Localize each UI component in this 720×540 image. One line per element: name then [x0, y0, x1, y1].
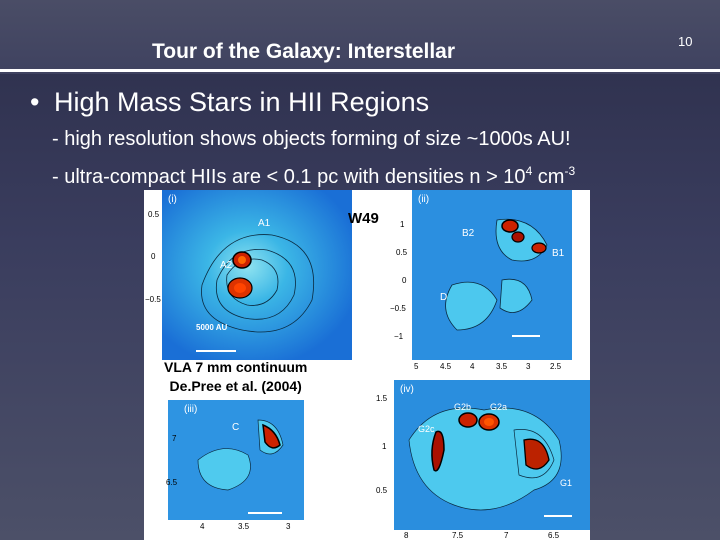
title-bar: [0, 0, 720, 74]
panel-iii-ytick: 6.5: [166, 478, 178, 487]
panel-ii-ytick: 0: [402, 276, 407, 285]
panel-i: (i) A1 A2 5000 AU: [162, 190, 352, 360]
panel-ii-label-d: D: [440, 292, 448, 303]
panel-iv-xtick: 6.5: [548, 531, 560, 540]
panel-ii-ytick: −1: [394, 332, 404, 341]
panel-iv-label-g2a: G2a: [490, 402, 508, 412]
panel-i-label-a1: A1: [258, 218, 271, 229]
figure-source-label: W49: [348, 210, 379, 227]
panel-ii-ytick: 0.5: [396, 248, 408, 257]
panel-ii-xtick: 4: [470, 362, 475, 371]
panel-iii-xtick: 3: [286, 522, 291, 531]
panel-iv-label-g2b: G2b: [454, 402, 472, 412]
panel-ii-xtick: 3: [526, 362, 531, 371]
panel-i-map: [162, 190, 352, 360]
figure-caption: VLA 7 mm continuum De.Pree et al. (2004): [164, 358, 307, 396]
panel-iii-ytick: 7: [172, 434, 177, 443]
panel-iv-label-g1: G1: [560, 478, 573, 488]
panel-iv-ytick: 1.5: [376, 394, 388, 403]
sub-bullet-density: - ultra-compact HIIs are < 0.1 pc with d…: [52, 164, 575, 189]
panel-i-ytick: 0.5: [148, 210, 160, 219]
panel-i-label-a2: A2: [220, 260, 233, 271]
panel-iii-tag: (iii): [184, 404, 198, 415]
density-unit-exponent: -3: [564, 164, 576, 178]
panel-iv-ytick: 1: [382, 442, 387, 451]
panel-i-ytick: 0: [151, 252, 156, 261]
panel-ii-label-b2: B2: [462, 228, 475, 239]
bullet-heading: • High Mass Stars in HII Regions: [30, 87, 429, 118]
panel-iv-tag: (iv): [400, 384, 414, 395]
slide-number: 10: [678, 34, 693, 49]
panel-ii-ytick: 1: [400, 220, 405, 229]
density-text: - ultra-compact HIIs are < 0.1 pc with d…: [52, 166, 526, 188]
panel-ii-ytick: −0.5: [390, 304, 406, 313]
figure-caption-line1: VLA 7 mm continuum: [164, 359, 308, 375]
panel-ii-tag: (ii): [418, 194, 430, 205]
panel-iii: (iii) C: [168, 400, 304, 520]
panel-iii-label-c: C: [232, 422, 240, 433]
title-divider: [0, 69, 720, 72]
panel-iv-xtick: 7.5: [452, 531, 464, 540]
density-exponent: 4: [525, 164, 533, 178]
panel-i-tag: (i): [168, 194, 177, 205]
panel-ii-xtick: 3.5: [496, 362, 508, 371]
panel-ii-xtick: 4.5: [440, 362, 452, 371]
sub-bullet-resolution: - high resolution shows objects forming …: [52, 128, 571, 150]
panel-i-scale-label: 5000 AU: [196, 323, 228, 332]
panel-i-ytick: −0.5: [145, 295, 161, 304]
panel-ii-xtick: 2.5: [550, 362, 562, 371]
panel-iv-label-g2c: G2c: [418, 424, 435, 434]
panel-iii-xtick: 3.5: [238, 522, 250, 531]
panel-iv-ytick: 0.5: [376, 486, 388, 495]
panel-iv-xtick: 7: [504, 531, 509, 540]
panel-iv: (iv) G2b G2a G2c G1: [394, 380, 590, 530]
panel-iv-map: [394, 380, 590, 530]
bullet-icon: •: [30, 87, 40, 117]
density-unit: cm: [532, 166, 565, 188]
panel-ii-map: [412, 190, 572, 360]
figure-caption-line2: De.Pree et al. (2004): [169, 378, 302, 394]
panel-ii: (ii) B2 B1 D: [412, 190, 572, 360]
slide-title: Tour of the Galaxy: Interstellar: [152, 40, 456, 63]
bullet-text: High Mass Stars in HII Regions: [54, 87, 430, 117]
panel-iii-map: [168, 400, 304, 520]
panel-ii-label-b1: B1: [552, 248, 565, 259]
panel-iii-xtick: 4: [200, 522, 205, 531]
panel-iv-xtick: 8: [404, 531, 409, 540]
w49-radio-map-figure: (i) A1 A2 5000 AU 0.5 0 −0.5 (ii) B2 B1 …: [144, 190, 590, 540]
panel-ii-xtick: 5: [414, 362, 419, 371]
